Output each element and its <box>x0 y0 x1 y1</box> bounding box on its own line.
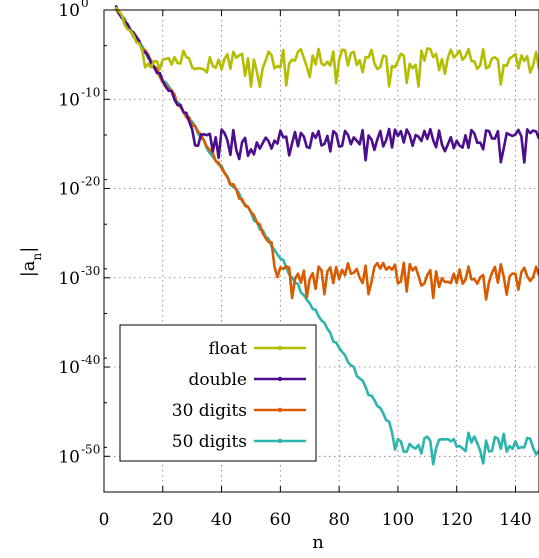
plot-frame <box>103 9 539 493</box>
y-tick-label: 10 <box>58 358 80 378</box>
y-tick-exponent: -30 <box>81 264 100 278</box>
y-tick-exponent: 0 <box>81 0 89 10</box>
legend-label: 50 digits <box>172 432 247 452</box>
legend-marker <box>277 376 283 382</box>
x-tick-label: 60 <box>270 510 292 530</box>
series-line-float <box>114 6 539 88</box>
y-tick-exponent: -40 <box>81 353 100 367</box>
legend-label: double <box>189 370 247 390</box>
y-tick-label: 10 <box>58 90 80 110</box>
y-tick-label: 10 <box>58 1 80 21</box>
x-tick-label: 0 <box>99 510 110 530</box>
grid <box>104 10 539 492</box>
series-line-30-digits <box>114 7 539 301</box>
y-tick-exponent: -20 <box>81 175 100 189</box>
x-tick-label: 140 <box>499 510 531 530</box>
y-axis-title: |an| <box>18 247 44 278</box>
y-tick-label: 10 <box>58 180 80 200</box>
legend-marker <box>277 407 283 413</box>
y-tick-exponent: -50 <box>81 442 100 456</box>
x-tick-label: 100 <box>382 510 414 530</box>
legend-label: 30 digits <box>172 401 247 421</box>
legend-marker <box>277 438 283 444</box>
series-layer <box>114 4 539 466</box>
y-tick-exponent: -10 <box>81 85 100 99</box>
x-tick-label: 80 <box>328 510 350 530</box>
series-line-double <box>114 4 539 164</box>
x-tick-label: 40 <box>211 510 233 530</box>
y-tick-label: 10 <box>58 269 80 289</box>
legend-marker <box>277 345 283 351</box>
x-axis-title: n <box>312 532 324 553</box>
legend-label: float <box>208 339 247 359</box>
x-tick-label: 120 <box>440 510 472 530</box>
x-tick-label: 20 <box>152 510 174 530</box>
legend: float double 30 digits 50 digits <box>119 324 317 462</box>
y-tick-label: 10 <box>58 447 80 467</box>
